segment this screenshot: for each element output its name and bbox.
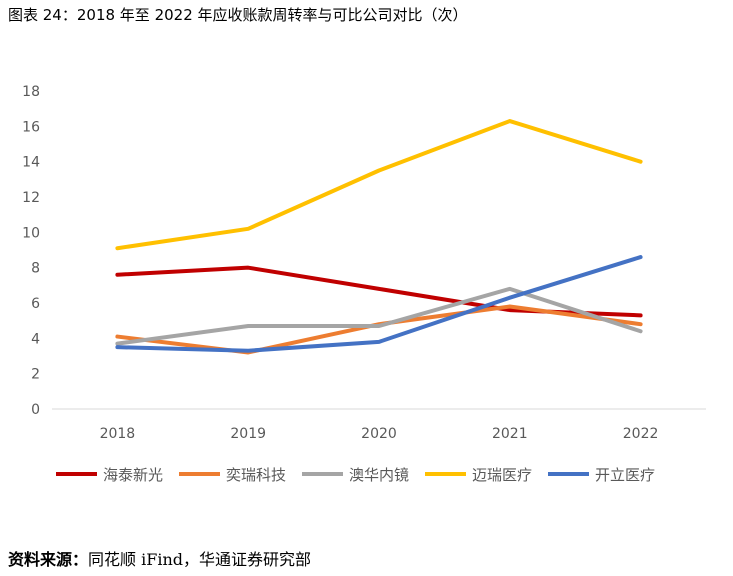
series-line [115, 119, 643, 251]
x-tick-label: 2022 [623, 426, 659, 442]
y-tick-label: 18 [22, 84, 40, 100]
figure-title: 图表 24：2018 年至 2022 年应收账款周转率与可比公司对比（次） [8, 6, 468, 24]
y-tick-label: 8 [31, 261, 40, 277]
legend-label: 奕瑞科技 [226, 466, 286, 484]
legend-label: 开立医疗 [595, 466, 655, 484]
line-chart: 0 2 4 6 8 10 12 14 16 18 2018 2019 2020 2021 2022 海泰新… [22, 84, 706, 484]
source-label: 资料来源： [8, 550, 89, 569]
series-lines [115, 119, 643, 355]
source-text: 同花顺 iFind，华通证券研究部 [88, 550, 311, 569]
legend-label: 澳华内镜 [349, 466, 409, 484]
x-tick-label: 2018 [100, 426, 136, 442]
y-tick-label: 12 [22, 190, 40, 206]
series-line [115, 255, 643, 353]
y-axis-ticks: 0 2 4 6 8 10 12 14 16 18 [22, 84, 40, 418]
y-tick-label: 2 [31, 367, 40, 383]
x-tick-label: 2019 [230, 426, 266, 442]
y-tick-label: 16 [22, 119, 40, 135]
x-axis-ticks: 2018 2019 2020 2021 2022 [100, 426, 659, 442]
x-tick-label: 2021 [492, 426, 528, 442]
legend-label: 迈瑞医疗 [472, 466, 532, 484]
series-line [115, 265, 643, 318]
source-note: 资料来源：同花顺 iFind，华通证券研究部 [8, 546, 311, 570]
series-line [115, 286, 643, 346]
series-line [115, 304, 643, 355]
y-tick-label: 0 [31, 402, 40, 418]
y-tick-label: 10 [22, 225, 40, 241]
y-tick-label: 4 [31, 331, 40, 347]
legend: 海泰新光 奕瑞科技 澳华内镜 迈瑞医疗 开立医疗 [56, 466, 655, 484]
x-tick-label: 2020 [361, 426, 397, 442]
legend-label: 海泰新光 [103, 466, 163, 484]
y-tick-label: 6 [31, 296, 40, 312]
y-tick-label: 14 [22, 155, 40, 171]
